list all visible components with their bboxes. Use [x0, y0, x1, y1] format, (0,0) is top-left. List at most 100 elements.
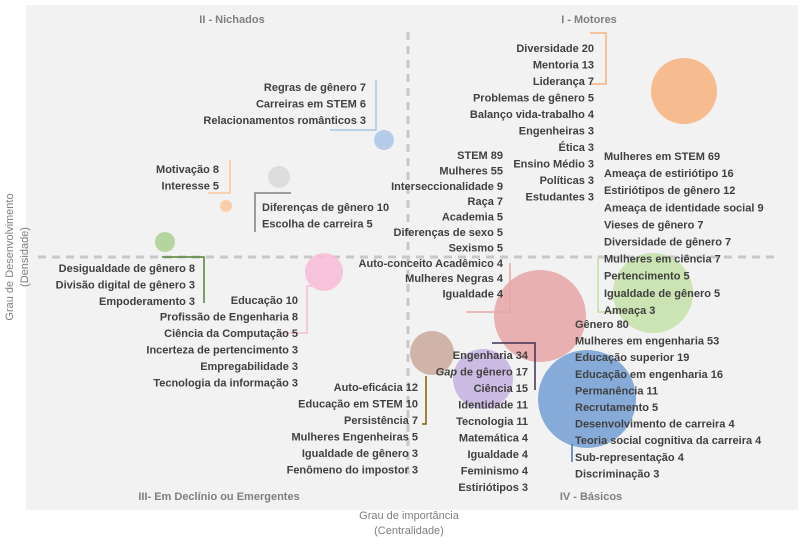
keyword-label: Diversidade 20: [516, 43, 594, 55]
bubble-gray-small: [268, 166, 290, 188]
keyword-label: Auto-conceito Acadêmico 4: [359, 258, 504, 270]
keyword-label: Raça 7: [468, 196, 503, 208]
connector-brown-medium: [422, 376, 427, 425]
keyword-label: Mulheres em STEM 69: [604, 151, 720, 163]
bubble-blue-large: [538, 350, 636, 448]
keyword-label: Academia 5: [442, 212, 503, 224]
keyword-label: Auto-eficácia 12: [334, 382, 418, 394]
keyword-label: Ensino Médio 3: [513, 159, 594, 171]
bubble-purple-medium: [453, 349, 513, 409]
bubble-brown-medium: [410, 331, 454, 375]
keyword-label: Discriminação 3: [575, 468, 659, 480]
keyword-label: Diversidade de gênero 7: [604, 237, 731, 249]
keyword-label: Incerteza de pertencimento 3: [146, 345, 298, 357]
keyword-label: Empoderamento 3: [99, 296, 195, 308]
keyword-label: Estudantes 3: [526, 192, 594, 204]
keyword-label: Mulheres Negras 4: [405, 273, 504, 285]
keyword-label: Feminismo 4: [461, 466, 529, 478]
keyword-label: Mulheres Engenheiras 5: [291, 432, 418, 444]
keyword-label: Igualdade 4: [467, 449, 528, 461]
bubble-orange-big: [651, 58, 717, 124]
bubble-pink-medium: [305, 253, 343, 291]
keyword-label: Relacionamentos românticos 3: [203, 115, 366, 127]
keyword-label: Profissão de Engenharia 8: [160, 312, 298, 324]
keyword-label: Educação 10: [231, 295, 298, 307]
keyword-label: Engenharia 34: [453, 350, 529, 362]
keyword-label: Interseccionalidade 9: [391, 181, 503, 193]
bubble-peach-small: [220, 200, 232, 212]
keyword-label: Ética 3: [559, 141, 594, 154]
keyword-label: Ciência da Computação 5: [164, 328, 298, 340]
keyword-label: Regras de gênero 7: [264, 82, 366, 94]
connector-red-large: [466, 263, 511, 313]
keyword-label: Diferenças de sexo 5: [394, 227, 503, 239]
keyword-label: Pertencimento 5: [604, 271, 690, 283]
connector-green-small: [162, 256, 205, 303]
keyword-list-purple-medium: Engenharia 34 Gap de gênero 17 Ciência 15 I…: [436, 350, 529, 494]
bubble-blue-small: [374, 130, 394, 150]
keyword-label: Mulheres em ciência 7: [604, 254, 721, 266]
keyword-label: Igualdade de gênero 5: [604, 288, 720, 300]
keyword-label: Balanço vida-trabalho 4: [470, 109, 595, 121]
keyword-label: Problemas de gênero 5: [473, 93, 594, 105]
keyword-label: Fenômeno do impostor 3: [287, 465, 418, 477]
keyword-label: Educação em engenharia 16: [575, 369, 723, 381]
keyword-label: Educação em STEM 10: [298, 399, 418, 411]
keyword-list-pink-medium: Educação 10 Profissão de Engenharia 8 Ciên…: [146, 295, 298, 390]
connector-orange-big: [590, 32, 607, 85]
connector-green-large: [597, 257, 620, 313]
bubble-red-large: [494, 270, 586, 362]
keyword-label: Ameaça de estiriótipo 16: [604, 168, 734, 180]
keyword-label: Recrutamento 5: [575, 402, 658, 414]
keyword-label: Mulheres em engenharia 53: [575, 336, 719, 348]
connector-pink-medium: [281, 285, 312, 334]
keyword-label: Identidade 11: [458, 400, 528, 412]
keyword-label: Mentoria 13: [533, 60, 594, 72]
connector-gray-small: [254, 192, 291, 232]
quadrant-title-bottom-right: IV - Básicos: [560, 491, 622, 503]
connector-blue-small: [330, 80, 377, 131]
keyword-label: Empregabilidade 3: [200, 361, 298, 373]
keyword-label: Tecnologia 11: [456, 416, 528, 428]
keyword-label: Persistência 7: [344, 415, 418, 427]
quadrant-title-top-left: II - Nichados: [199, 14, 264, 26]
keyword-label: Ameaça de identidade social 9: [604, 202, 764, 214]
keyword-list-gray-small: Diferenças de gênero 10 Escolha de carrei…: [262, 202, 389, 231]
keyword-label: Desenvolvimento de carreira 4: [575, 419, 735, 431]
keyword-label: STEM 89: [457, 150, 503, 162]
keyword-list-brown-medium: Auto-eficácia 12 Educação em STEM 10 Persi…: [287, 382, 418, 477]
keyword-label: Educação superior 19: [575, 352, 689, 364]
connector-peach-small: [208, 160, 231, 194]
keyword-list-blue-large: Gênero 80 Mulheres em engenharia 53 Educaç…: [575, 319, 762, 480]
keyword-label: Vieses de gênero 7: [604, 219, 703, 231]
y-axis-label-line2: (Densidade): [19, 227, 31, 287]
keyword-label: Matemática 4: [459, 433, 529, 445]
keyword-label: Liderança 7: [533, 76, 594, 88]
keyword-label: Interesse 5: [162, 181, 219, 193]
bubbles-layer: [155, 58, 717, 448]
quadrant-title-bottom-left: III- Em Declínio ou Emergentes: [138, 491, 299, 503]
labels-layer: Diversidade 20 Mentoria 13 Liderança 7 Prob…: [56, 43, 764, 494]
keyword-list-orange-big: Diversidade 20 Mentoria 13 Liderança 7 Prob…: [470, 43, 595, 204]
x-axis-label-line2: (Centralidade): [374, 525, 444, 537]
x-axis-label-line1: Grau de importância: [359, 510, 460, 522]
keyword-label: Teoria social cognitiva da carreira 4: [575, 435, 762, 447]
keyword-list-green-small: Desigualdade de gênero 8 Divisão digital …: [56, 263, 195, 308]
keyword-label: Escolha de carreira 5: [262, 219, 373, 231]
keyword-list-blue-small: Regras de gênero 7 Carreiras em STEM 6 Rel…: [203, 82, 366, 127]
keyword-list-peach-small: Motivação 8 Interesse 5: [156, 164, 219, 193]
keyword-list-red-large: STEM 89 Mulheres 55 Interseccionalidade 9 R…: [359, 150, 504, 301]
keyword-label: Divisão digital de gênero 3: [56, 280, 195, 292]
keyword-label: Desigualdade de gênero 8: [59, 263, 195, 275]
keyword-label: Sexismo 5: [449, 242, 503, 254]
keyword-label: Gap de gênero 17: [436, 367, 528, 379]
y-axis-label-line1: Grau de Desenvolvimento: [4, 193, 16, 320]
bubble-green-small: [155, 232, 175, 252]
keyword-label: Motivação 8: [156, 164, 219, 176]
connector-purple-medium: [492, 342, 536, 390]
keyword-label: Ameaça 3: [604, 305, 655, 317]
keyword-label: Igualdade de gênero 3: [302, 448, 418, 460]
keyword-label: Carreiras em STEM 6: [256, 99, 366, 111]
keyword-label: Tecnologia da informação 3: [153, 378, 298, 390]
keyword-label: Políticas 3: [540, 175, 594, 187]
